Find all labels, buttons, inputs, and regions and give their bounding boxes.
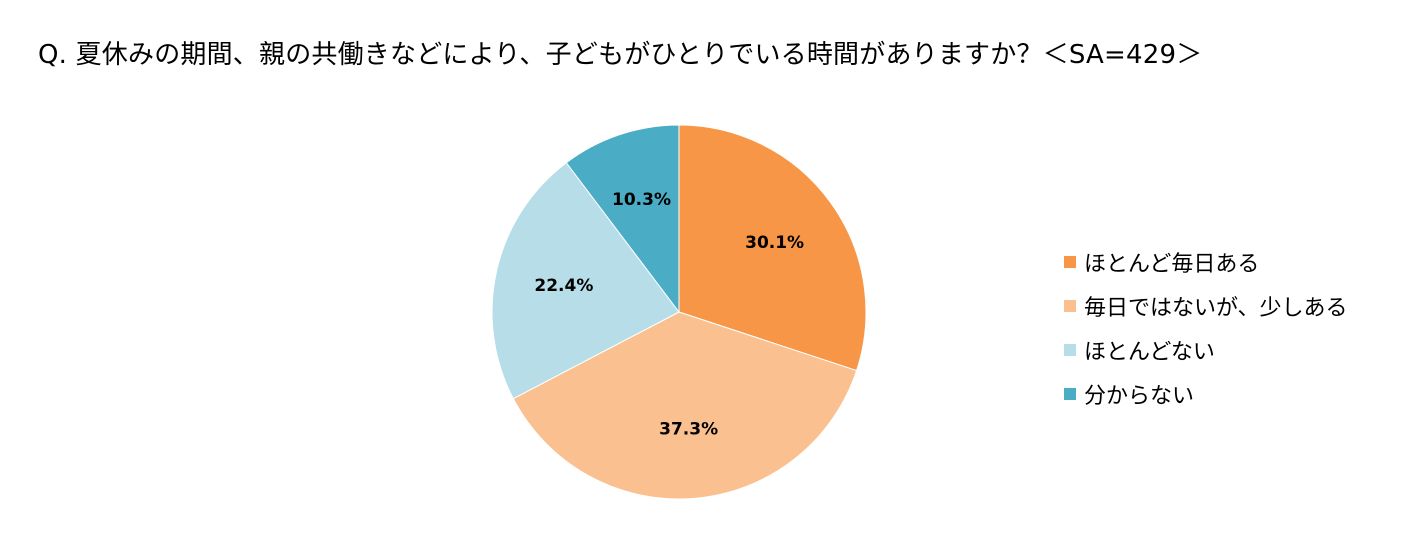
data-label-2: 22.4%	[534, 276, 593, 296]
chart-title: Q. 夏休みの期間、親の共働きなどにより、子どもがひとりでいる時間がありますか？…	[38, 40, 1203, 70]
legend-label-2: ほとんどない	[1084, 340, 1215, 365]
data-label-0: 30.1%	[745, 233, 804, 253]
legend-swatch-2	[1064, 344, 1076, 356]
legend-item-3: 分からない	[1064, 372, 1348, 416]
legend-swatch-0	[1064, 256, 1076, 268]
data-label-1: 37.3%	[659, 420, 718, 440]
legend-item-1: 毎日ではないが、少しある	[1064, 284, 1348, 328]
legend-label-1: 毎日ではないが、少しある	[1084, 296, 1348, 321]
pie-slice-3	[565, 124, 680, 314]
legend-label-3: 分からない	[1084, 384, 1195, 409]
legend-swatch-1	[1064, 300, 1076, 312]
pie-slice-2	[491, 162, 680, 400]
legend-item-2: ほとんどない	[1064, 328, 1348, 372]
legend-swatch-3	[1064, 388, 1076, 400]
legend-item-0: ほとんど毎日ある	[1064, 240, 1348, 284]
data-label-3: 10.3%	[612, 190, 671, 210]
legend: ほとんど毎日ある 毎日ではないが、少しある ほとんどない 分からない	[1064, 240, 1348, 416]
pie-slice-1	[512, 311, 858, 500]
pie-slice-0	[678, 124, 867, 372]
legend-label-0: ほとんど毎日ある	[1084, 252, 1260, 277]
